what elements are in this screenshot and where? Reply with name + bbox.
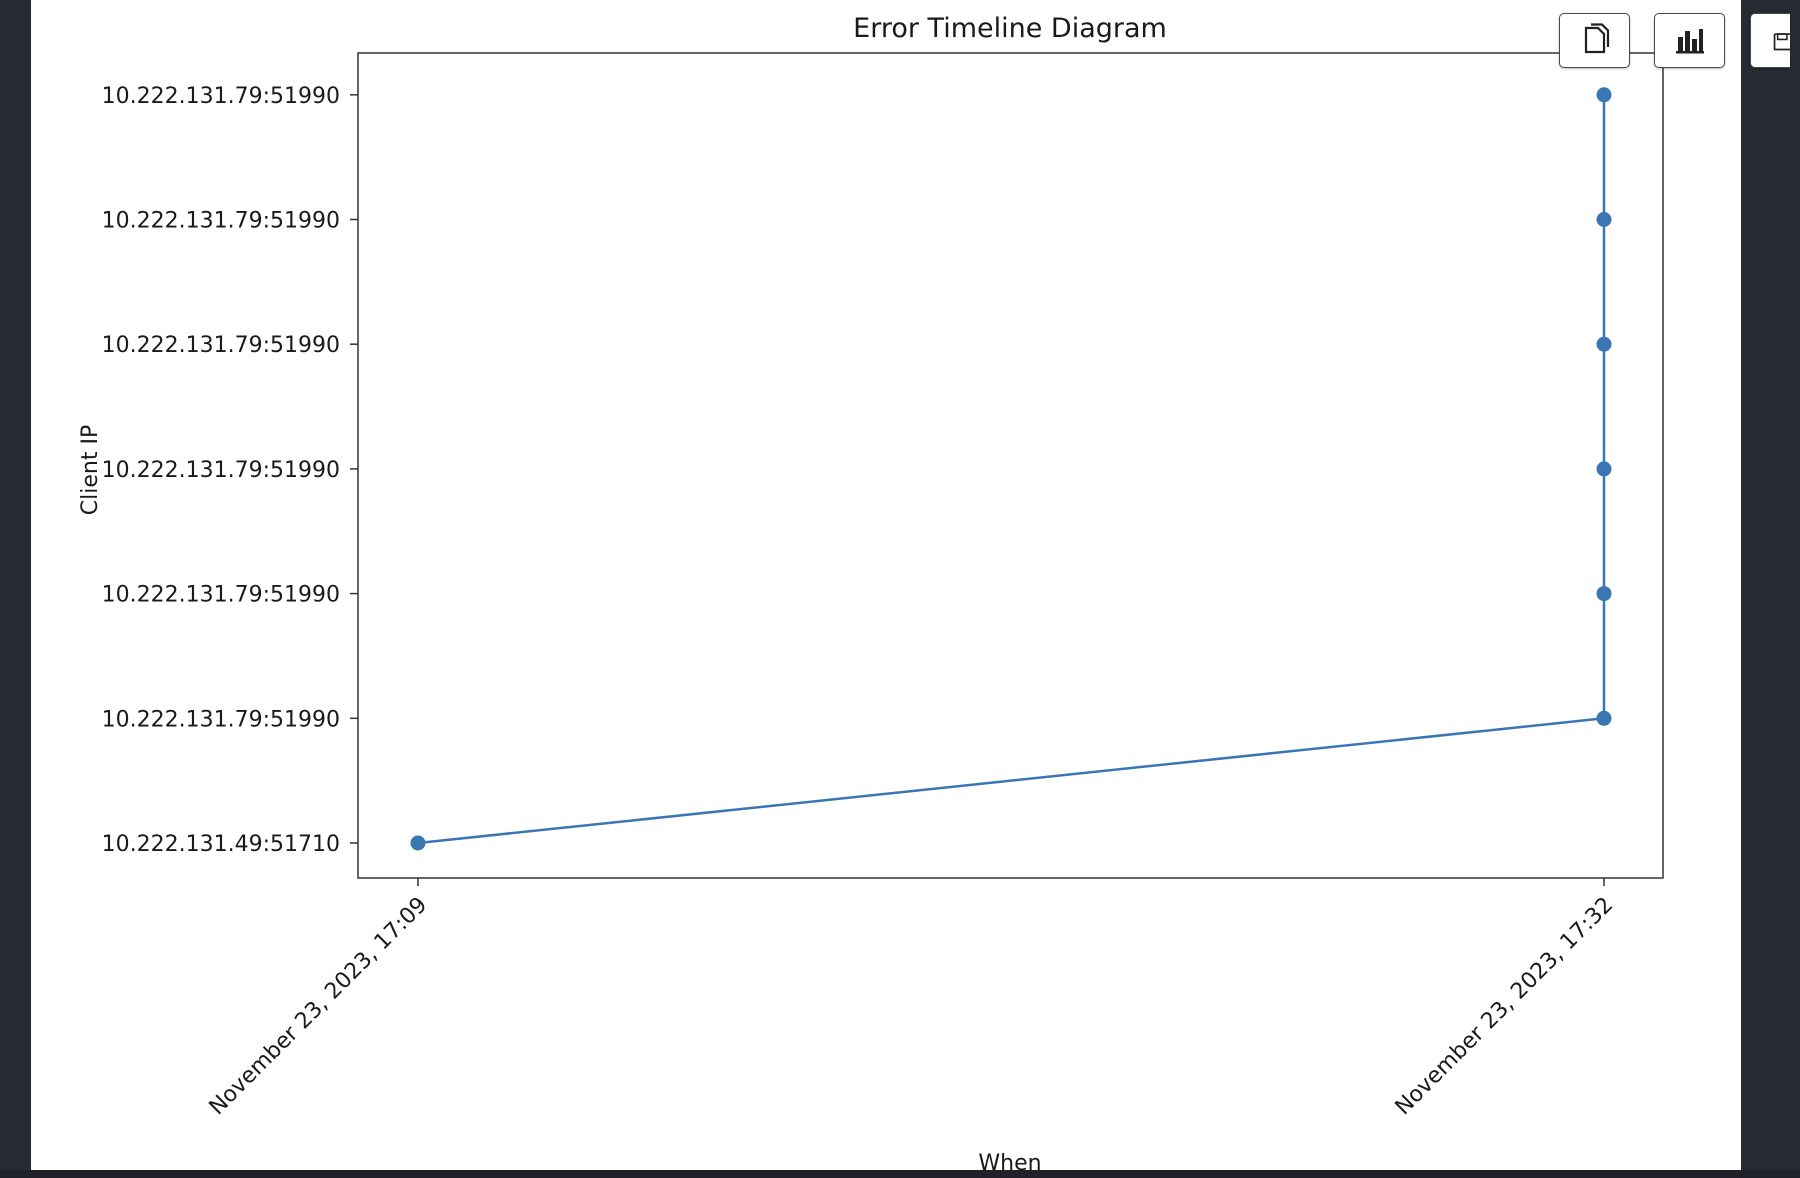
chart-toggle-button[interactable]	[1654, 13, 1725, 68]
y-tick-label: 10.222.131.79:51990	[102, 458, 340, 483]
chart-title: Error Timeline Diagram	[853, 13, 1167, 44]
save-icon	[1773, 32, 1790, 50]
data-point	[1596, 212, 1612, 227]
y-tick-label: 10.222.131.79:51990	[102, 333, 340, 358]
y-axis-label: Client IP	[78, 425, 103, 515]
data-point	[1596, 87, 1612, 103]
copy-button[interactable]	[1559, 13, 1630, 68]
plot-area	[357, 52, 1664, 879]
x-tick-label: November 23, 2023, 17:09	[205, 893, 433, 1121]
x-axis-label: When	[978, 1151, 1041, 1170]
y-tick-label: 10.222.131.79:51990	[102, 84, 340, 109]
chart-panel: Error Timeline Diagram 10.222.131.49:517…	[31, 0, 1741, 1176]
data-point	[1596, 336, 1612, 352]
window-bottom-edge	[0, 1170, 1800, 1178]
bar-chart-icon	[1675, 28, 1704, 53]
y-tick-label: 10.222.131.79:51990	[102, 707, 340, 732]
x-axis-ticks: November 23, 2023, 17:09 November 23, 202…	[205, 878, 1619, 1121]
y-tick-label: 10.222.131.79:51990	[102, 583, 340, 608]
data-point	[1596, 586, 1612, 602]
x-tick-label: November 23, 2023, 17:32	[1391, 893, 1619, 1121]
y-axis-ticks: 10.222.131.49:51710 10.222.131.79:51990 10…	[102, 84, 358, 857]
y-tick-label: 10.222.131.49:51710	[102, 832, 340, 857]
chart-svg: Error Timeline Diagram 10.222.131.49:517…	[78, 13, 1664, 1176]
series-layer	[410, 87, 1612, 851]
data-point	[410, 835, 426, 851]
y-tick-label: 10.222.131.79:51990	[102, 209, 340, 234]
save-button[interactable]	[1750, 13, 1790, 68]
data-point	[1596, 710, 1612, 726]
copy-icon	[1584, 22, 1609, 53]
data-point	[1596, 461, 1612, 477]
